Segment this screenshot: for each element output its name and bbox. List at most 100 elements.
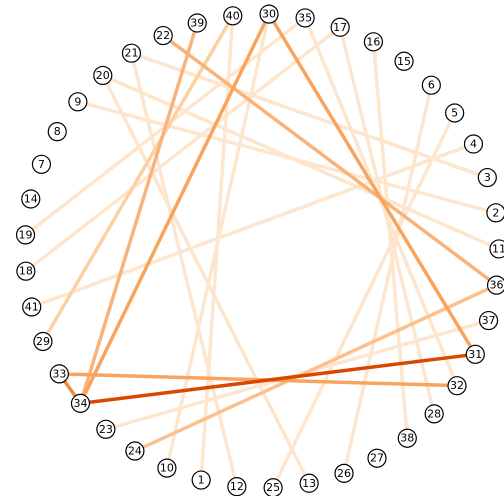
node-label: 20 — [96, 69, 110, 82]
node-label: 1 — [198, 474, 205, 487]
node-label: 38 — [400, 432, 414, 445]
node-label: 24 — [128, 445, 142, 458]
node-label: 41 — [25, 300, 39, 313]
node — [223, 6, 243, 26]
node — [21, 189, 41, 209]
edge — [133, 283, 499, 453]
node-label: 25 — [266, 481, 280, 494]
node-label: 16 — [366, 35, 380, 48]
node — [70, 393, 91, 413]
edge — [41, 14, 235, 344]
node — [93, 65, 113, 86]
edge — [101, 73, 501, 251]
node — [121, 43, 142, 63]
node — [394, 51, 414, 71]
node — [125, 441, 145, 461]
node-label: 21 — [124, 47, 138, 60]
node — [191, 470, 211, 490]
node-label: 29 — [36, 335, 50, 348]
node-label: 10 — [160, 462, 174, 475]
nodes: 30 35171615654321136373132283827261325121… — [15, 4, 504, 496]
node — [33, 331, 53, 352]
node-label: 40 — [226, 9, 240, 22]
node — [363, 32, 384, 52]
node — [367, 448, 387, 468]
node-label: 8 — [54, 125, 61, 138]
edge — [161, 33, 499, 287]
node — [295, 8, 315, 28]
edge — [342, 83, 434, 476]
node — [187, 13, 207, 33]
edge — [371, 40, 410, 440]
node — [330, 17, 350, 37]
edge — [267, 12, 478, 357]
node-label: 3 — [484, 171, 491, 184]
node — [486, 275, 504, 295]
node — [421, 75, 441, 95]
node-label: 17 — [333, 21, 347, 34]
node-label: 14 — [24, 192, 38, 205]
node-label: 13 — [302, 477, 316, 490]
node — [16, 261, 36, 281]
node-label: 31 — [468, 348, 482, 361]
node-label: 18 — [19, 265, 33, 278]
node — [157, 458, 177, 478]
node-label: 15 — [397, 55, 411, 68]
node — [153, 25, 173, 46]
node — [49, 364, 69, 384]
node-label: 36 — [490, 279, 504, 292]
edge — [78, 12, 271, 406]
node — [263, 478, 283, 496]
node — [447, 376, 467, 396]
node-label: 39 — [190, 17, 204, 30]
node — [15, 225, 36, 245]
node-label: 27 — [370, 452, 384, 465]
edge — [271, 111, 457, 490]
node — [96, 419, 116, 439]
node-label: 5 — [451, 106, 458, 119]
node — [47, 122, 67, 142]
node — [22, 297, 42, 317]
node — [31, 154, 52, 174]
edges — [23, 12, 501, 490]
node-label: 26 — [337, 467, 351, 480]
node-label: 30 — [262, 8, 276, 21]
node-label: 34 — [73, 397, 87, 410]
node — [334, 463, 354, 483]
node-label: 7 — [38, 158, 45, 171]
edge — [165, 12, 271, 470]
node — [424, 404, 444, 424]
edge — [29, 142, 476, 309]
node-label: 4 — [470, 138, 477, 151]
node-label: 12 — [230, 480, 244, 493]
node-label: 23 — [99, 423, 113, 436]
node — [259, 4, 279, 24]
node — [489, 239, 504, 259]
edge — [78, 21, 199, 406]
node — [465, 344, 485, 364]
node-label: 33 — [52, 367, 66, 380]
node — [397, 428, 417, 448]
node-label: 35 — [298, 11, 312, 24]
node-label: 22 — [156, 29, 170, 42]
node — [299, 473, 319, 493]
node — [478, 310, 499, 331]
node-label: 6 — [428, 79, 435, 92]
node-label: 9 — [74, 95, 81, 108]
edge — [78, 352, 478, 406]
node-label: 2 — [492, 206, 499, 219]
edge — [129, 51, 239, 489]
node — [445, 103, 465, 123]
node-label: 19 — [19, 228, 33, 241]
edge — [129, 51, 490, 180]
node — [486, 203, 504, 223]
edge — [24, 25, 342, 273]
node — [68, 92, 88, 112]
node-label: 11 — [492, 242, 504, 255]
node — [463, 134, 484, 154]
node — [477, 167, 497, 188]
node-label: 28 — [427, 407, 441, 420]
node-label: 37 — [482, 314, 496, 327]
